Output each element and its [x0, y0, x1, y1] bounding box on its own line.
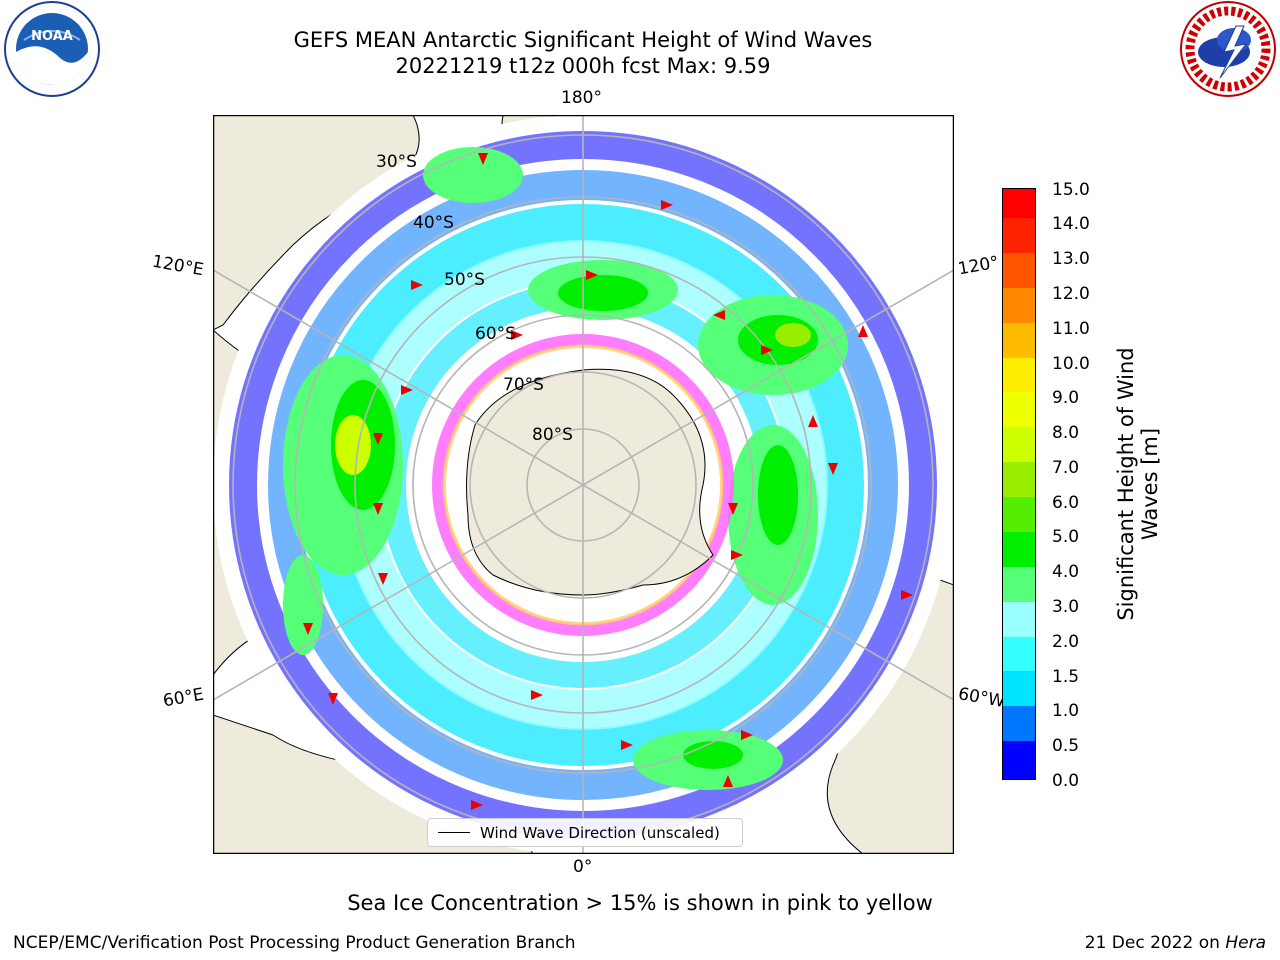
lon-label-120w: 120° [956, 252, 1001, 280]
colorbar-label-line2: Waves [m] [1138, 427, 1162, 541]
colorbar-tick: 0.5 [1052, 736, 1080, 756]
colorbar-label-line1: Significant Height of Wind [1114, 347, 1138, 621]
colorbar-tick: 12.0 [1052, 284, 1090, 304]
colorbar-tick: 1.5 [1052, 667, 1080, 687]
colorbar-tick: 7.0 [1052, 458, 1080, 478]
map-panel [213, 115, 954, 854]
sea-ice-caption: Sea Ice Concentration > 15% is shown in … [347, 891, 933, 915]
colorbar-tick: 2.0 [1052, 632, 1080, 652]
lat-label-80s: 80°S [532, 425, 573, 445]
colorbar-tick: 9.0 [1052, 388, 1080, 408]
colorbar [1002, 188, 1036, 780]
colorbar-tick: 14.0 [1052, 214, 1090, 234]
colorbar-tick: 4.0 [1052, 562, 1080, 582]
map-frame [213, 115, 954, 854]
colorbar-tick: 6.0 [1052, 493, 1080, 513]
lon-label-0: 0° [573, 857, 593, 877]
lon-label-60w: 60°W [956, 684, 1007, 712]
wave-direction-arrows [303, 153, 913, 810]
colorbar-tick: 13.0 [1052, 249, 1090, 269]
noaa-logo-text: NOAA [31, 29, 73, 44]
legend-line-swatch [438, 832, 470, 833]
lat-label-30s: 30°S [376, 152, 417, 172]
footer-host: Hera [1225, 933, 1266, 953]
colorbar-label: Significant Height of Wind Waves [m] [1114, 334, 1166, 634]
lat-label-70s: 70°S [503, 375, 544, 395]
footer-branch: NCEP/EMC/Verification Post Processing Pr… [13, 933, 576, 953]
colorbar-tick: 10.0 [1052, 354, 1090, 374]
legend-label: Wind Wave Direction (unscaled) [480, 823, 720, 842]
noaa-logo: NOAA [4, 1, 100, 97]
chart-subtitle: 20221219 t12z 000h fcst Max: 9.59 [395, 54, 771, 78]
australia-land [213, 115, 420, 331]
footer-date: 21 Dec 2022 on Hera [1085, 933, 1266, 953]
footer-date-text: 21 Dec 2022 on [1084, 933, 1226, 953]
colorbar-tick: 3.0 [1052, 597, 1080, 617]
colorbar-tick: 11.0 [1052, 319, 1090, 339]
colorbar-tick: 0.0 [1052, 771, 1080, 791]
lon-label-60e: 60°E [161, 684, 206, 712]
lat-label-50s: 50°S [444, 270, 485, 290]
lon-label-120e: 120°E [150, 251, 206, 281]
lat-label-40s: 40°S [413, 213, 454, 233]
colorbar-tick: 8.0 [1052, 423, 1080, 443]
colorbar-tick: 1.0 [1052, 701, 1080, 721]
lat-label-60s: 60°S [475, 324, 516, 344]
antarctica-land [466, 368, 714, 596]
lon-label-180: 180° [561, 88, 602, 108]
colorbar-tick: 5.0 [1052, 527, 1080, 547]
colorbar-tick: 15.0 [1052, 180, 1090, 200]
nws-logo [1180, 1, 1276, 97]
map-legend: Wind Wave Direction (unscaled) [427, 818, 743, 847]
chart-title: GEFS MEAN Antarctic Significant Height o… [293, 28, 873, 52]
